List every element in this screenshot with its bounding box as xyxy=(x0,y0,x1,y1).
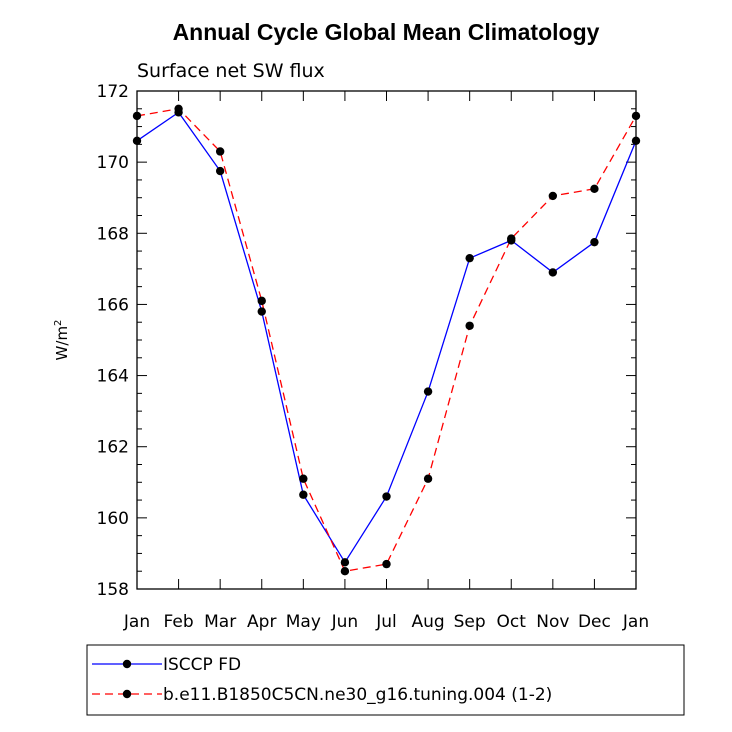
x-tick-label: Jan xyxy=(622,612,649,632)
y-tick-label: 158 xyxy=(97,580,129,600)
chart-subtitle: Surface net SW flux xyxy=(137,60,325,82)
series-1-point xyxy=(507,234,516,243)
x-tick-label: Jun xyxy=(331,612,359,632)
legend-label-isccp: ISCCP FD xyxy=(163,655,241,675)
series-0-point xyxy=(299,490,308,499)
series-1-point xyxy=(132,111,142,121)
legend-label-model: b.e11.B1850C5CN.ne30_g16.tuning.004 (1-2… xyxy=(163,685,552,705)
series-0-point xyxy=(132,136,142,145)
series-0-point xyxy=(215,166,225,176)
series-1-point xyxy=(423,474,433,483)
x-tick-label: Dec xyxy=(578,612,611,632)
y-tick-label: 172 xyxy=(97,82,129,102)
series-line-1 xyxy=(136,108,637,572)
x-tick-label: Aug xyxy=(411,612,444,632)
series-1-point xyxy=(215,147,225,156)
series-1-point xyxy=(548,191,558,201)
plot-frame xyxy=(136,90,637,590)
legend-marker-model xyxy=(122,689,132,699)
chart-title: Annual Cycle Global Mean Climatology xyxy=(173,19,600,45)
y-axis-label: W/m2 xyxy=(53,320,71,361)
series-1-point xyxy=(590,184,599,194)
series-0-point xyxy=(590,237,599,247)
plot-area: Jan Feb Mar Apr May Jun Jul Aug Sep Oct Nov Dec Jan 1… xyxy=(97,82,650,632)
series-0-point xyxy=(340,558,350,567)
series-1-point xyxy=(465,321,474,330)
series-0-point xyxy=(548,268,558,277)
series-0-point xyxy=(631,136,641,145)
legend-marker-isccp xyxy=(122,659,132,669)
series-1-point xyxy=(174,104,183,113)
x-tick-label: Sep xyxy=(454,612,486,632)
y-tick-label: 162 xyxy=(97,438,129,458)
x-tick-label: Mar xyxy=(204,612,236,632)
legend: ISCCP FD b.e11.B1850C5CN.ne30_g16.tuning… xyxy=(86,644,685,716)
x-tick-label: Jul xyxy=(375,612,397,632)
y-tick-label: 164 xyxy=(97,367,129,387)
series-0-point xyxy=(382,492,391,501)
series-1-point xyxy=(257,296,266,306)
y-tick-label: 166 xyxy=(97,295,129,315)
x-tick-label: Oct xyxy=(497,612,527,632)
series-1-point xyxy=(382,559,391,569)
x-tick-label: Apr xyxy=(247,612,276,632)
x-tick-label: Jan xyxy=(123,612,150,632)
y-tick-label: 170 xyxy=(97,153,129,173)
x-tick-label: Feb xyxy=(164,612,194,632)
legend-box xyxy=(86,644,685,716)
series-1-point xyxy=(299,474,308,483)
x-tick-label: Nov xyxy=(536,612,569,632)
series-0-point xyxy=(257,307,266,316)
x-tick-label: May xyxy=(286,612,321,632)
series-0-point xyxy=(423,387,433,396)
series-1-point xyxy=(631,111,641,121)
y-tick-label: 160 xyxy=(97,509,129,529)
series-0-point xyxy=(465,253,474,263)
y-tick-label: 168 xyxy=(97,224,129,244)
series-1-point xyxy=(340,567,350,576)
